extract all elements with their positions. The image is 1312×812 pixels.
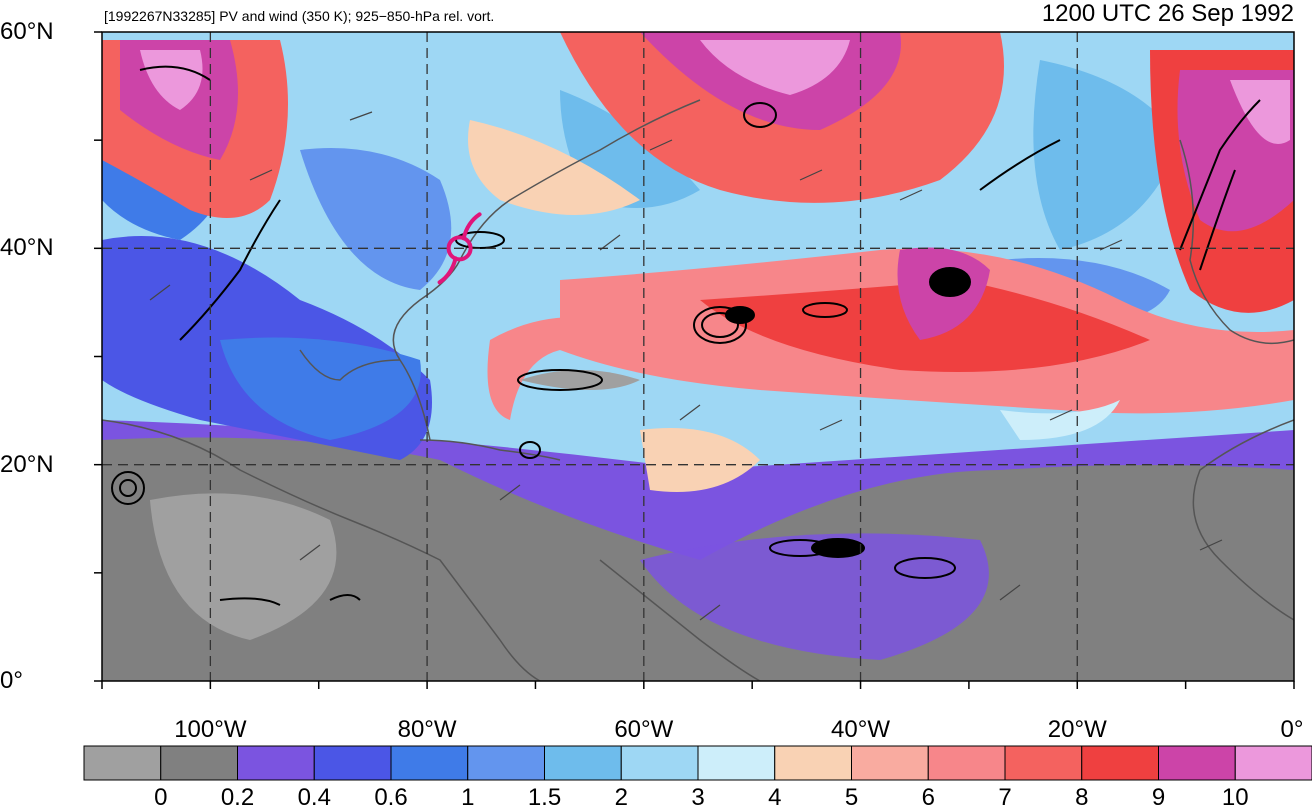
colorbar-tick-label: 1.5 xyxy=(527,784,562,811)
lon-label: 60°W xyxy=(614,716,674,743)
graticule-lines xyxy=(102,32,1294,681)
tropical-cyclone-icon xyxy=(437,212,482,285)
coastlines xyxy=(102,99,1294,681)
lat-label: 40°N xyxy=(0,234,54,262)
colorbar-swatch xyxy=(1081,745,1159,781)
tropical-gray-region xyxy=(102,437,1294,681)
colorbar-swatch xyxy=(83,745,162,781)
vorticity-contours xyxy=(111,65,1261,606)
colorbar-tick-label: 0.4 xyxy=(297,784,331,811)
colorbar-tick-label: 0 xyxy=(154,784,168,811)
colorbar-tick-label: 9 xyxy=(1151,784,1166,811)
pv-colorbar xyxy=(83,745,1312,781)
lon-label: 0° xyxy=(1280,716,1304,743)
colorbar-swatch xyxy=(544,745,622,781)
colorbar-swatch xyxy=(160,745,238,781)
lat-label: 60°N xyxy=(0,18,54,45)
colorbar-tick-label: 5 xyxy=(844,784,859,811)
colorbar-swatch xyxy=(774,745,852,781)
colorbar-swatch xyxy=(620,745,699,781)
figure-title-datetime: 1200 UTC 26 Sep 1992 xyxy=(1041,0,1294,27)
colorbar-swatch xyxy=(927,745,1006,781)
colorbar-tick-label: 7 xyxy=(998,784,1012,811)
figure-title-left: [1992267N33285] PV and wind (350 K); 925… xyxy=(104,8,495,24)
colorbar-swatch xyxy=(697,745,776,781)
colorbar-tick-label: 10 xyxy=(1221,784,1249,811)
colorbar-swatch xyxy=(1004,745,1083,781)
colorbar-swatch xyxy=(390,745,469,781)
wind-barbs xyxy=(149,111,1223,621)
colorbar-tick-label: 1 xyxy=(461,784,475,811)
colorbar-swatch xyxy=(1234,745,1312,781)
colorbar-swatch xyxy=(467,745,545,781)
colorbar-tick-label: 6 xyxy=(921,784,935,811)
lon-label: 40°W xyxy=(831,716,891,743)
colorbar-swatch xyxy=(1158,745,1236,781)
axis-ticks xyxy=(94,31,1295,689)
colorbar-swatch xyxy=(313,745,392,781)
colorbar-swatch xyxy=(237,745,315,781)
lat-label: 0° xyxy=(0,667,23,694)
lon-label: 20°W xyxy=(1047,716,1107,743)
lon-label: 80°W xyxy=(397,716,457,743)
lat-label: 20°N xyxy=(0,450,54,478)
colorbar-tick-label: 8 xyxy=(1075,784,1089,811)
colorbar-tick-label: 0.2 xyxy=(220,784,255,811)
colorbar-tick-label: 4 xyxy=(768,784,782,811)
colorbar-tick-label: 0.6 xyxy=(374,784,408,811)
pv-shading xyxy=(102,32,1294,681)
lon-label: 100°W xyxy=(174,716,247,743)
colorbar-swatch xyxy=(851,745,929,781)
colorbar-tick-label: 3 xyxy=(691,784,705,811)
colorbar-tick-label: 2 xyxy=(614,784,628,811)
